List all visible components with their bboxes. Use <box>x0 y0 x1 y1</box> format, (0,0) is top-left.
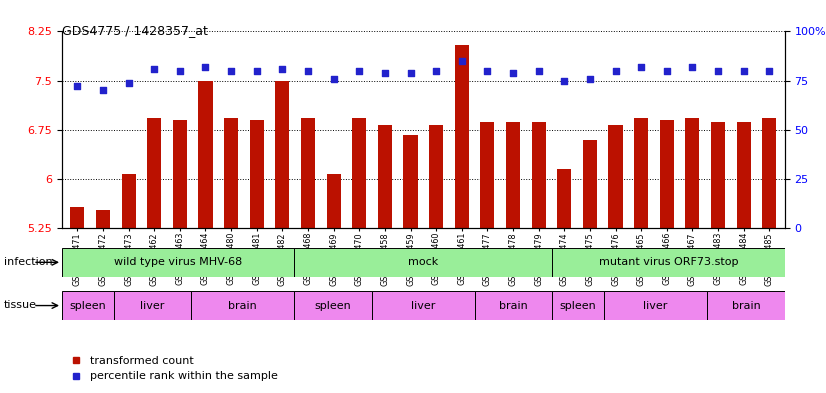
Point <box>353 68 366 74</box>
Point <box>634 64 648 70</box>
Point <box>301 68 315 74</box>
Text: mock: mock <box>408 257 439 267</box>
Text: infection: infection <box>4 257 53 267</box>
Bar <box>121 174 135 228</box>
Bar <box>609 125 623 228</box>
Text: spleen: spleen <box>69 301 106 310</box>
Bar <box>224 118 238 228</box>
Point <box>609 68 622 74</box>
Text: liver: liver <box>643 301 668 310</box>
Bar <box>275 81 289 228</box>
Point <box>711 68 724 74</box>
Bar <box>62 291 113 320</box>
Point <box>225 68 238 74</box>
Text: brain: brain <box>228 301 257 310</box>
Bar <box>634 118 648 228</box>
Point <box>327 75 340 82</box>
Bar <box>377 125 392 228</box>
Text: brain: brain <box>732 301 761 310</box>
Text: GDS4775 / 1428357_at: GDS4775 / 1428357_at <box>62 24 208 37</box>
Bar <box>301 118 315 228</box>
Point <box>660 68 673 74</box>
Bar <box>173 120 187 228</box>
Point <box>250 68 263 74</box>
Point <box>276 66 289 72</box>
Bar <box>707 291 785 320</box>
Point <box>481 68 494 74</box>
Bar <box>711 122 725 228</box>
Bar <box>583 140 597 228</box>
Bar <box>429 125 444 228</box>
Bar <box>686 118 700 228</box>
Bar <box>762 118 776 228</box>
Point <box>532 68 545 74</box>
Bar <box>737 122 751 228</box>
Bar <box>294 248 553 277</box>
Bar <box>455 44 469 228</box>
Bar <box>294 291 372 320</box>
Bar <box>62 248 294 277</box>
Bar <box>553 291 604 320</box>
Bar <box>475 291 553 320</box>
Point <box>455 58 468 64</box>
Bar <box>558 169 572 228</box>
Bar <box>532 122 546 228</box>
Text: tissue: tissue <box>4 300 37 310</box>
Text: spleen: spleen <box>560 301 596 310</box>
Text: liver: liver <box>140 301 164 310</box>
Bar <box>113 291 191 320</box>
Point <box>686 64 699 70</box>
Bar <box>403 135 418 228</box>
Point <box>378 70 392 76</box>
Point <box>148 66 161 72</box>
Point <box>430 68 443 74</box>
Point <box>737 68 750 74</box>
Point <box>558 77 571 84</box>
Point <box>506 70 520 76</box>
Text: brain: brain <box>499 301 528 310</box>
Point <box>583 75 596 82</box>
Bar <box>372 291 475 320</box>
Bar <box>481 122 495 228</box>
Text: mutant virus ORF73.stop: mutant virus ORF73.stop <box>599 257 738 267</box>
Bar <box>352 118 366 228</box>
Text: spleen: spleen <box>315 301 351 310</box>
Bar <box>553 248 785 277</box>
Point <box>404 70 417 76</box>
Point <box>199 64 212 70</box>
Legend: transformed count, percentile rank within the sample: transformed count, percentile rank withi… <box>68 351 282 386</box>
Bar <box>147 118 161 228</box>
Bar <box>96 210 110 228</box>
Point <box>762 68 776 74</box>
Point <box>71 83 84 90</box>
Bar <box>506 122 520 228</box>
Bar <box>326 174 340 228</box>
Bar <box>70 207 84 228</box>
Bar <box>660 120 674 228</box>
Bar <box>191 291 294 320</box>
Bar <box>249 120 263 228</box>
Point <box>97 87 110 94</box>
Point <box>122 79 135 86</box>
Text: liver: liver <box>411 301 435 310</box>
Text: wild type virus MHV-68: wild type virus MHV-68 <box>114 257 242 267</box>
Bar <box>604 291 707 320</box>
Point <box>173 68 187 74</box>
Bar <box>198 81 212 228</box>
